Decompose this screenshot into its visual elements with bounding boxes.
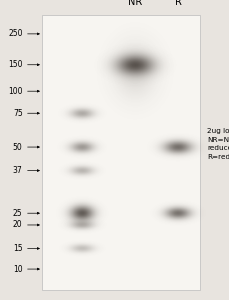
Text: 37: 37 xyxy=(13,166,22,175)
Text: 15: 15 xyxy=(13,244,22,253)
FancyBboxPatch shape xyxy=(41,15,199,290)
Text: 20: 20 xyxy=(13,220,22,230)
Text: 50: 50 xyxy=(13,142,22,152)
Text: NR: NR xyxy=(128,0,142,8)
Text: 150: 150 xyxy=(8,60,22,69)
Text: 25: 25 xyxy=(13,209,22,218)
Text: 100: 100 xyxy=(8,87,22,96)
Text: 250: 250 xyxy=(8,29,22,38)
Text: 2ug loading
NR=Non-
reduced
R=reduced: 2ug loading NR=Non- reduced R=reduced xyxy=(207,128,229,160)
Text: R: R xyxy=(174,0,181,8)
Text: 75: 75 xyxy=(13,109,22,118)
Text: 10: 10 xyxy=(13,265,22,274)
